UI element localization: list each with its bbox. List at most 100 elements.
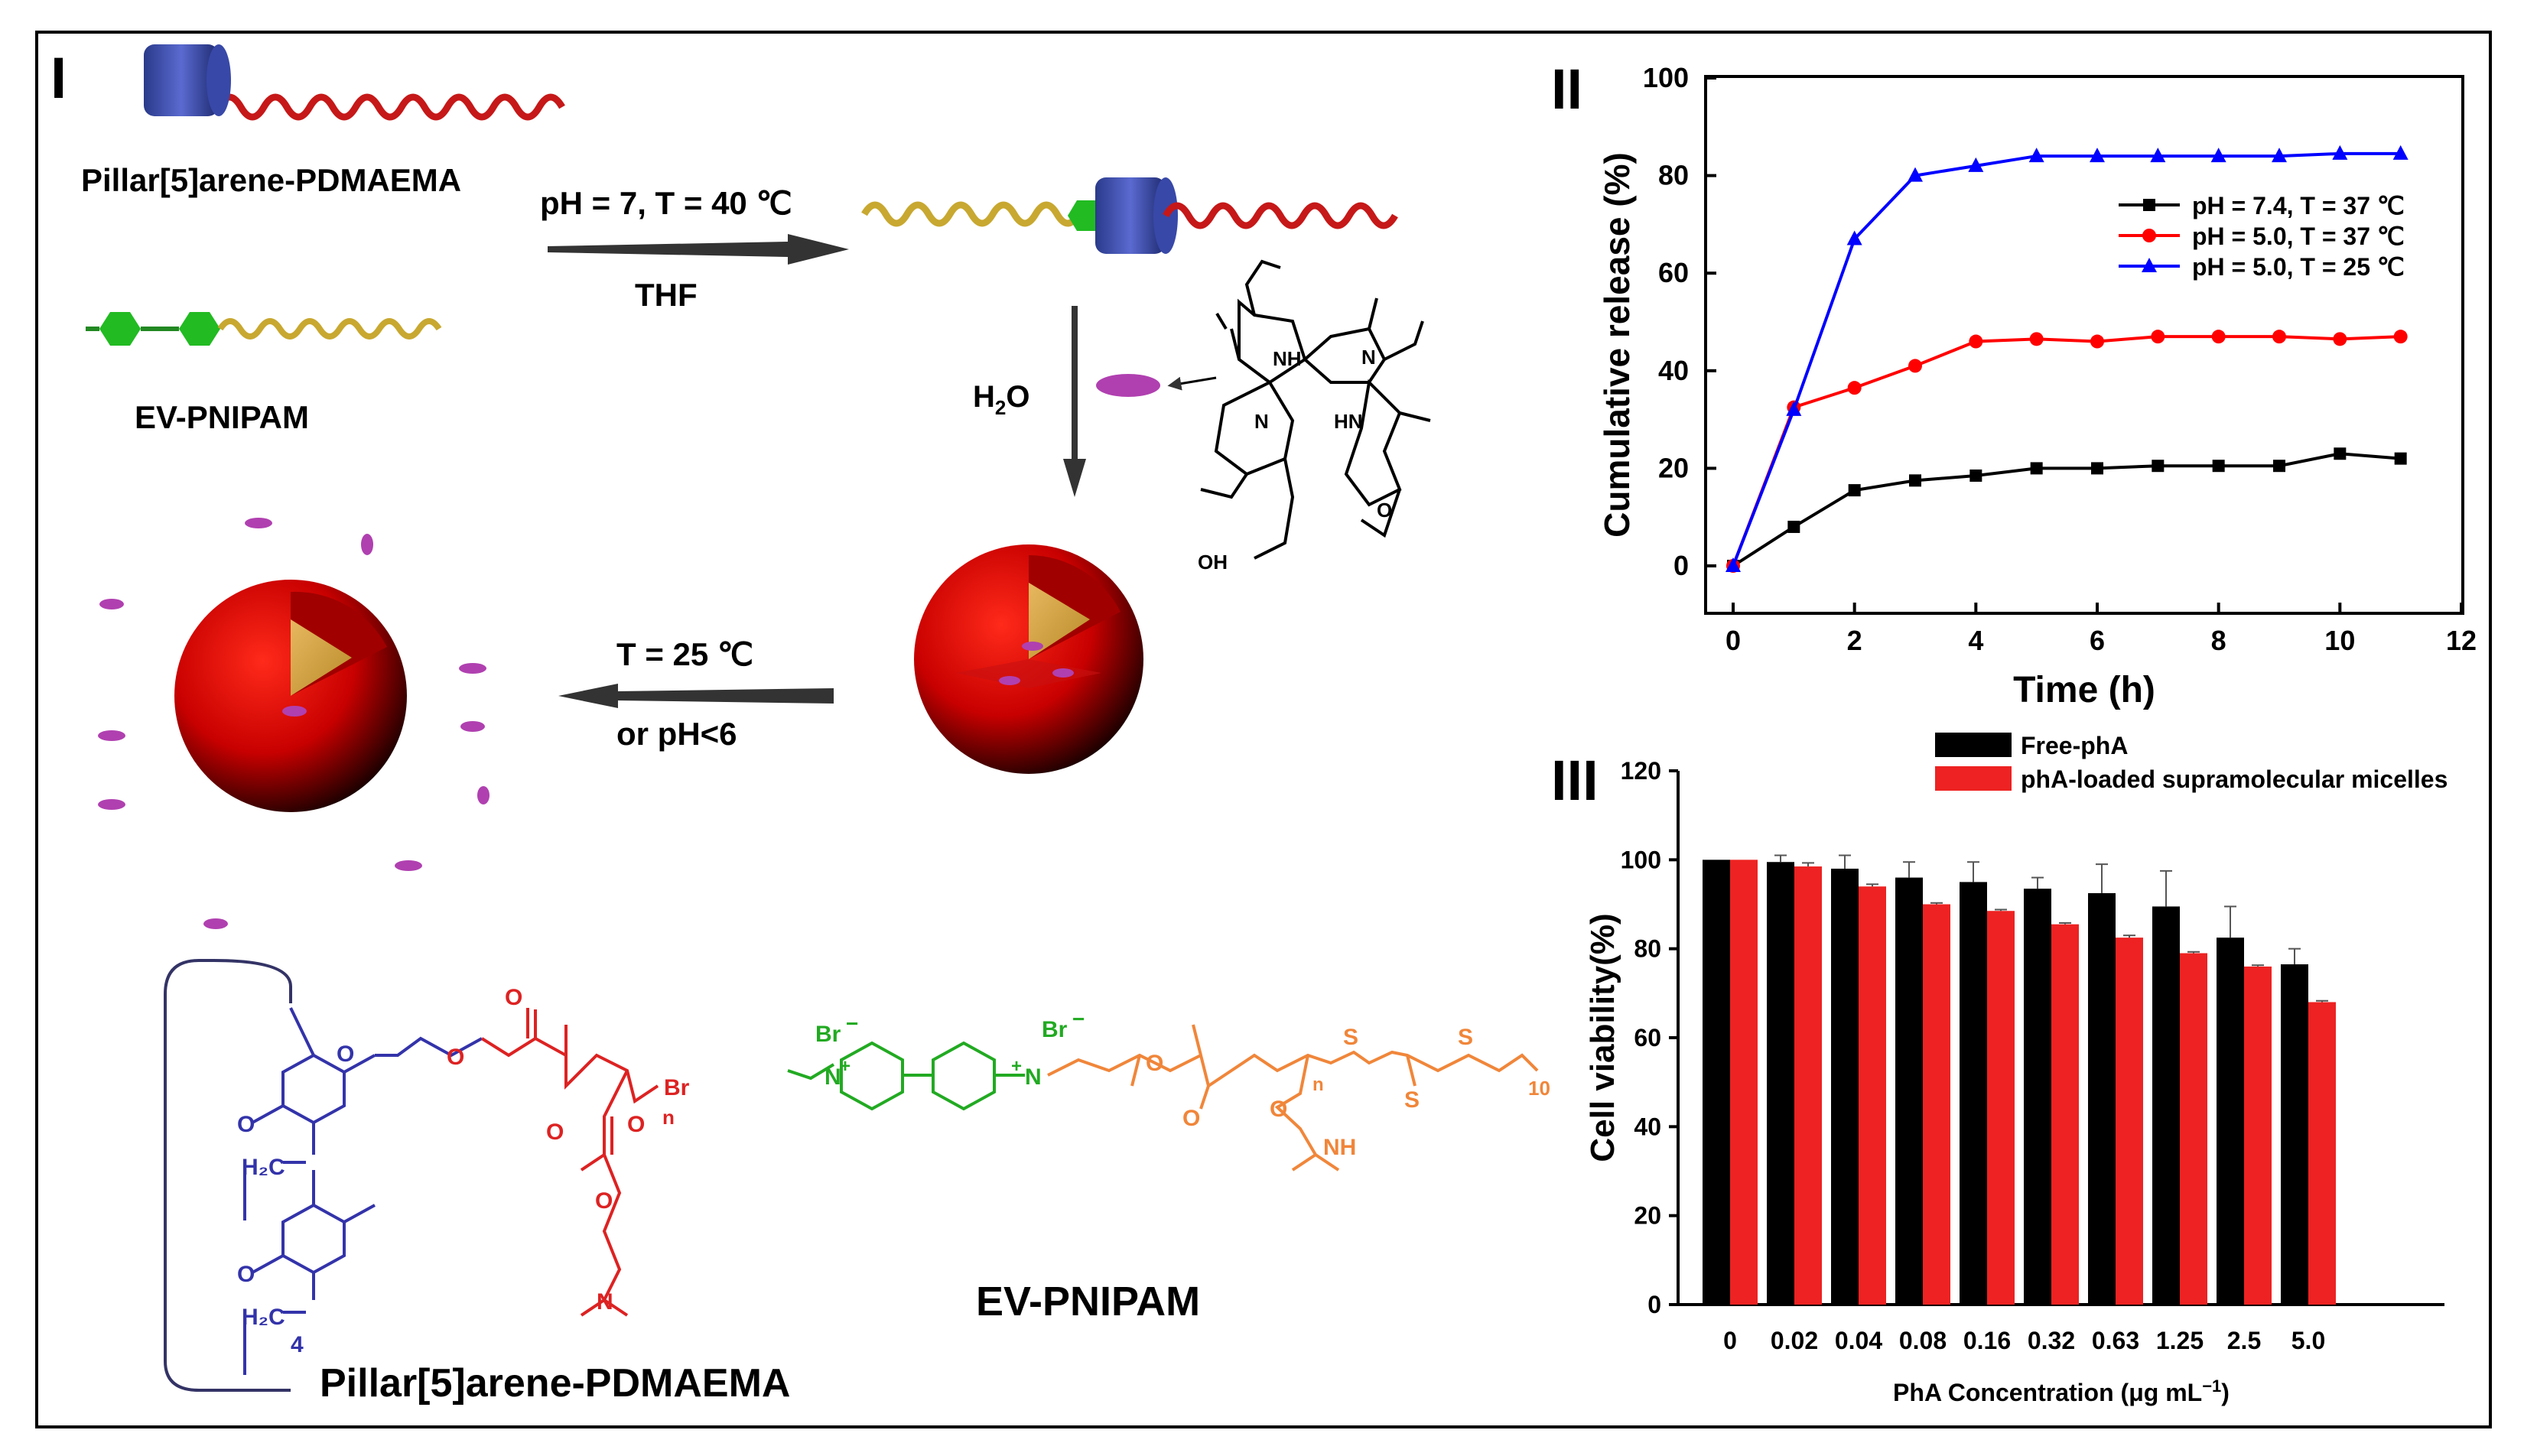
pillar-atoms: O O O O O O O O N Br n H₂C H₂C 4 xyxy=(237,985,690,1357)
x-tick-label: 2 xyxy=(1847,625,1862,656)
atom-n2: N xyxy=(1025,1064,1042,1090)
bar xyxy=(1960,882,1987,1305)
bar xyxy=(2308,1002,2336,1305)
bar xyxy=(1767,862,1794,1305)
bar xyxy=(2281,964,2308,1305)
host-guest-complex-cartoon xyxy=(861,177,1398,254)
atom-h2c1: H₂C xyxy=(242,1155,285,1180)
data-point xyxy=(2272,330,2286,344)
panel-label-2: II xyxy=(1551,57,1582,121)
pillar-label: Pillar[5]arene-PDMAEMA xyxy=(81,162,461,198)
data-point xyxy=(2090,334,2104,349)
y-tick-label: 120 xyxy=(1621,757,1661,785)
atom-minus1: − xyxy=(846,1012,858,1035)
data-point xyxy=(2091,462,2103,475)
data-point xyxy=(1968,157,1984,172)
ev-structure-label: EV-PNIPAM xyxy=(976,1279,1200,1324)
atom-s2: S xyxy=(1404,1087,1420,1113)
bar xyxy=(1923,904,1950,1305)
legend-label: pH = 5.0, T = 25 ℃ xyxy=(2192,253,2405,281)
x-tick-label: 4 xyxy=(1968,625,1983,656)
legend-label: pH = 5.0, T = 37 ℃ xyxy=(2192,223,2405,250)
y-tick-label: 100 xyxy=(1621,846,1661,873)
water-h: H xyxy=(973,380,995,414)
y-tick-label: 40 xyxy=(1634,1113,1661,1140)
data-point xyxy=(2028,148,2044,163)
atom-hn: HN xyxy=(1334,410,1363,433)
atom-s3: S xyxy=(1458,1025,1473,1050)
x-tick-label: 0.04 xyxy=(1835,1327,1882,1354)
x-tick-label: 8 xyxy=(2211,625,2226,656)
panel-label-1: I xyxy=(50,46,67,111)
release-line-chart: 0 20 40 60 80 100 0 2 4 6 8 10 12 Time (h) Cumulative … xyxy=(1597,62,2477,710)
x-tick-label: 12 xyxy=(2446,625,2477,656)
x-tick-label: 0.16 xyxy=(1963,1327,2011,1354)
atom-o6: O xyxy=(627,1112,645,1137)
bar xyxy=(1831,868,1859,1305)
data-point xyxy=(2273,460,2285,473)
data-point xyxy=(2210,148,2226,163)
series-line-2 xyxy=(1732,151,2401,567)
pointer-arrow-icon xyxy=(1167,376,1217,391)
x-tick-label: 0 xyxy=(1723,1327,1737,1354)
viability-bar-chart: 0 20 40 60 80 100 120 0 0.02 0.04 0.08 0.16 0.32 0.63… xyxy=(1584,732,2448,1406)
data-point xyxy=(1847,381,1862,395)
y-tick-label: 100 xyxy=(1643,62,1689,93)
x-axis-label: Time (h) xyxy=(2013,670,2155,710)
atom-n1: N xyxy=(825,1064,841,1090)
bar xyxy=(2244,966,2272,1305)
legend-label: phA-loaded supramolecular micelles xyxy=(2021,765,2448,793)
data-point xyxy=(2333,332,2347,346)
data-point xyxy=(2029,332,2044,346)
legend-swatch xyxy=(1935,733,2012,757)
bar xyxy=(2116,938,2143,1305)
atom-h2c2: H₂C xyxy=(242,1305,285,1330)
data-point xyxy=(2392,145,2409,160)
data-point xyxy=(2393,330,2408,344)
x-tick-label: 10 xyxy=(2324,625,2355,656)
atom-minus2: − xyxy=(1072,1007,1085,1031)
plot-frame xyxy=(1704,75,2464,615)
x-tick-label: 2.5 xyxy=(2227,1327,2261,1354)
ev-atoms: Br − Br − N + N + O O O NH S S S n 10 xyxy=(815,1007,1550,1160)
atom-br1: Br xyxy=(815,1022,841,1047)
atom-n: N xyxy=(597,1289,613,1315)
y-tick-label: 0 xyxy=(1647,1291,1661,1318)
micelle-release-sphere xyxy=(174,580,407,812)
y-tick-label: 0 xyxy=(1673,550,1689,581)
atom-o2-ev: O xyxy=(1182,1106,1200,1131)
y-tick-label: 60 xyxy=(1658,257,1689,288)
pillar-structure-label: Pillar[5]arene-PDMAEMA xyxy=(320,1361,790,1406)
data-point xyxy=(2030,462,2043,475)
x-tick-label: 1.25 xyxy=(2156,1327,2204,1354)
atom-sub-10: 10 xyxy=(1528,1077,1550,1100)
data-point xyxy=(1786,401,1802,416)
data-point xyxy=(2151,330,2165,344)
data-point xyxy=(2150,148,2166,163)
atom-o: O xyxy=(1377,499,1392,522)
condition-t25: T = 25 ℃ xyxy=(616,636,753,672)
atom-nh1: NH xyxy=(1273,347,1302,370)
data-point xyxy=(1725,557,1741,572)
bar xyxy=(2088,892,2116,1305)
data-point xyxy=(1846,230,1862,245)
water-label: H2O xyxy=(973,380,1029,419)
atom-sub-n-ev: n xyxy=(1312,1074,1324,1095)
atom-o3: O xyxy=(505,985,522,1010)
y-tick-label: 80 xyxy=(1658,160,1689,191)
atom-o5: O xyxy=(595,1188,613,1214)
atom-n2: N xyxy=(1254,410,1269,433)
legend-marker xyxy=(2143,199,2155,211)
pillar-structure xyxy=(164,959,659,1392)
atom-ome1: O xyxy=(237,1112,255,1137)
atom-nh-ev: NH xyxy=(1323,1135,1356,1160)
atom-s1: S xyxy=(1343,1025,1358,1050)
data-point xyxy=(2394,452,2407,465)
data-point xyxy=(2152,460,2165,473)
atom-br2: Br xyxy=(1042,1017,1068,1042)
legend-marker xyxy=(2142,258,2157,272)
data-point xyxy=(2332,145,2348,160)
data-point xyxy=(2272,148,2287,163)
ev-label: EV-PNIPAM xyxy=(135,399,309,435)
